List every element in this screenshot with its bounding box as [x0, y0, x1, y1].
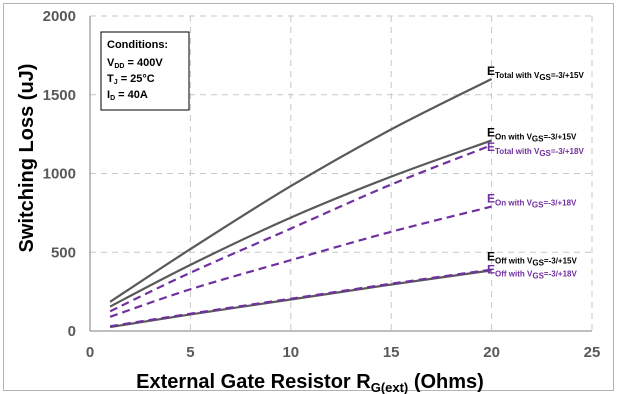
- y-tick-label: 500: [51, 244, 76, 261]
- series-label: EOn with VGS=-3/+15V: [487, 125, 577, 143]
- conditions-title: Conditions:: [107, 39, 168, 51]
- series-line: [109, 78, 493, 303]
- series-line: [109, 268, 492, 328]
- x-tick-labels: 0 5 10 15 20 25: [86, 344, 601, 361]
- series-label: EOn with VGS=-3/+18V: [487, 192, 577, 210]
- series-line: [109, 144, 493, 313]
- y-tick-label: 1000: [43, 166, 76, 183]
- condition-id: ID = 40A: [107, 89, 148, 102]
- series-labels: ETotal with VGS=-3/+15V EOn with VGS=-3/+…: [487, 64, 584, 281]
- series-label: ETotal with VGS=-3/+18V: [487, 140, 584, 158]
- series-label: ETotal with VGS=-3/+15V: [487, 64, 584, 82]
- series-lines: [109, 78, 493, 329]
- y-tick-labels: 0 500 1000 1500 2000: [43, 8, 76, 340]
- chart-frame: [3, 3, 614, 391]
- y-tick-label: 0: [68, 323, 76, 340]
- y-tick-label: 1500: [43, 87, 76, 104]
- series-line: [109, 205, 492, 318]
- y-axis-label: Switching Loss (uJ): [16, 64, 38, 253]
- x-tick-label: 5: [186, 344, 194, 361]
- x-tick-label: 20: [483, 344, 500, 361]
- x-tick-label: 0: [86, 344, 94, 361]
- axes: [89, 16, 592, 332]
- x-tick-label: 10: [282, 344, 299, 361]
- conditions-frame: [100, 31, 190, 111]
- condition-vdd: VDD = 400V: [107, 57, 163, 70]
- x-axis-label: External Gate Resistor RG(ext) (Ohms): [136, 371, 484, 394]
- conditions-box: Conditions: VDD = 400V TJ = 25°C ID = 40…: [100, 31, 190, 111]
- x-tick-label: 25: [584, 344, 601, 361]
- condition-tj: TJ = 25°C: [107, 73, 155, 86]
- series-label: EOff with VGS=-3/+18V: [487, 263, 577, 281]
- series-label: EOff with VGS=-3/+15V: [487, 249, 577, 267]
- x-tick-label: 15: [383, 344, 400, 361]
- series-line: [109, 269, 492, 329]
- grid: [90, 15, 593, 331]
- y-tick-label: 2000: [43, 8, 76, 25]
- series-line: [109, 139, 492, 308]
